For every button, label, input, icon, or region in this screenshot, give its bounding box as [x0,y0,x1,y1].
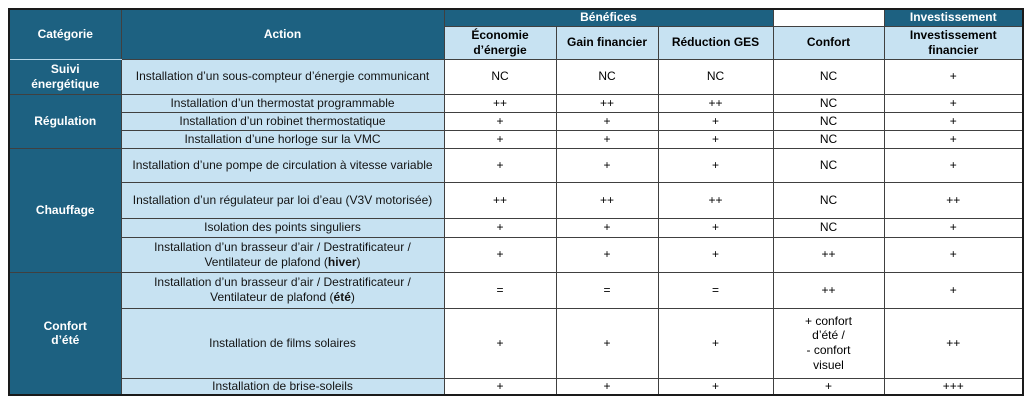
action-cell: Installation d’une pompe de circulation … [120,147,445,183]
investment-group-header: Investissement [883,8,1024,27]
value-cell: + [555,307,659,379]
value-cell: NC [772,58,885,95]
value-cell: + [883,236,1024,273]
value-cell: + [772,377,885,396]
category-cell: Régulation [8,93,122,149]
table-row: Isolation des points singuliers + + + NC + [9,217,1024,238]
value-cell: NC [772,129,885,149]
value-cell: + [443,236,557,273]
action-cell: Installation d’un brasseur d’air / Destr… [120,236,445,273]
benefits-group-header: Bénéfices [443,8,774,27]
empty-header-cell [772,8,885,27]
action-cell: Installation de brise-soleils [120,377,445,396]
header-sub-row: Économie d’énergie Gain financier Réduct… [9,25,1024,60]
value-cell: NC [772,147,885,183]
value-cell: ++ [883,307,1024,379]
value-cell: ++ [772,271,885,309]
value-cell: + [657,236,774,273]
category-cell: Chauffage [8,147,122,273]
value-cell: + [555,129,659,149]
value-cell: NC [772,93,885,113]
column-header-reduction-ges: Réduction GES [657,25,774,60]
header-group-row: Catégorie Action Bénéfices Investissemen… [8,8,1024,60]
action-cell: Installation d’un thermostat programmabl… [120,93,445,113]
action-column-header: Action [120,8,445,60]
value-cell: + [883,217,1024,238]
category-cell: Confort d’été [8,271,122,396]
table-body: Suivi énergétique Installation d’un sous-… [8,58,1024,396]
value-cell: + [657,217,774,238]
value-cell: = [657,271,774,309]
column-header-confort: Confort [772,25,885,60]
value-cell: ++ [657,181,774,219]
value-cell: + [555,147,659,183]
value-cell: + [555,377,659,396]
table-row: Installation d’un brasseur d’air / Destr… [9,236,1024,273]
table-row: Chauffage Installation d’une pompe de cir… [8,147,1024,273]
value-cell: + [883,93,1024,113]
value-cell: + [657,307,774,379]
value-cell: ++ [443,93,557,113]
value-cell: + [883,129,1024,149]
action-cell: Isolation des points singuliers [120,217,445,238]
value-cell: = [555,271,659,309]
column-header-investissement: Investissement financier [883,25,1024,60]
value-cell: + [657,377,774,396]
action-cell: Installation de films solaires [120,307,445,379]
value-cell: ++ [555,93,659,113]
table-row: Installation de films solaires + + + + confo… [9,307,1024,379]
table-row: Suivi énergétique Installation d’un sous-… [8,58,1024,95]
value-cell: + [443,377,557,396]
table-row: Confort d’été Installation d’un brasseur … [8,271,1024,396]
column-header-economie: Économie d’énergie [443,25,557,60]
value-cell: + [555,111,659,131]
value-cell: + [443,217,557,238]
value-cell: NC [772,111,885,131]
value-cell: + [883,111,1024,131]
value-cell: NC [657,58,774,95]
table-row: Installation d’une horloge sur la VMC + + +… [9,129,1024,149]
value-cell: ++ [555,181,659,219]
value-cell: NC [772,181,885,219]
table-row: Régulation Installation d’un thermostat p… [8,93,1024,149]
value-cell: NC [443,58,557,95]
value-cell: + [883,58,1024,95]
value-cell: ++ [657,93,774,113]
value-cell: + [883,271,1024,309]
value-cell: + confort d’été / - confort visuel [772,307,885,379]
action-cell: Installation d’une horloge sur la VMC [120,129,445,149]
value-cell: + [657,129,774,149]
action-cell: Installation d’un sous-compteur d’énergi… [120,58,445,95]
actions-benefits-table: Catégorie Action Bénéfices Investissemen… [8,8,1024,396]
value-cell: NC [555,58,659,95]
category-column-header: Catégorie [8,8,122,60]
value-cell: + [443,147,557,183]
action-cell: Installation d’un robinet thermostatique [120,111,445,131]
value-cell: ++ [883,181,1024,219]
value-cell: + [883,147,1024,183]
value-cell: + [657,147,774,183]
value-cell: +++ [883,377,1024,396]
category-cell: Suivi énergétique [8,58,122,95]
action-cell: Installation d’un régulateur par loi d’e… [120,181,445,219]
value-cell: + [443,129,557,149]
table-row: Installation d’un régulateur par loi d’e… [9,181,1024,219]
value-cell: = [443,271,557,309]
table-row: Installation de brise-soleils + + + + +++ [9,377,1024,396]
column-header-gain: Gain financier [555,25,659,60]
value-cell: ++ [443,181,557,219]
value-cell: + [443,111,557,131]
value-cell: + [555,217,659,238]
value-cell: + [657,111,774,131]
value-cell: + [555,236,659,273]
action-cell: Installation d’un brasseur d’air / Destr… [120,271,445,309]
table-row: Installation d’un robinet thermostatique… [9,111,1024,131]
value-cell: ++ [772,236,885,273]
value-cell: NC [772,217,885,238]
value-cell: + [443,307,557,379]
